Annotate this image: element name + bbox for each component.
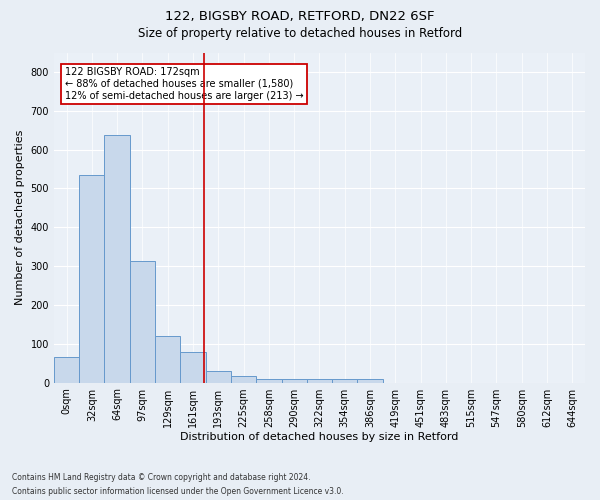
Bar [54,358,79,382]
Bar [231,376,256,382]
Bar [307,378,332,382]
Text: Contains HM Land Registry data © Crown copyright and database right 2024.: Contains HM Land Registry data © Crown c… [12,472,311,482]
Bar [206,371,231,382]
Text: 122 BIGSBY ROAD: 172sqm
← 88% of detached houses are smaller (1,580)
12% of semi: 122 BIGSBY ROAD: 172sqm ← 88% of detache… [65,68,303,100]
Bar [256,378,281,382]
Bar [155,336,181,382]
Bar [332,378,358,382]
Bar [281,378,307,382]
Bar [181,352,206,382]
Text: Contains public sector information licensed under the Open Government Licence v3: Contains public sector information licen… [12,488,344,496]
Bar [79,175,104,382]
Text: 122, BIGSBY ROAD, RETFORD, DN22 6SF: 122, BIGSBY ROAD, RETFORD, DN22 6SF [165,10,435,23]
Text: Size of property relative to detached houses in Retford: Size of property relative to detached ho… [138,28,462,40]
Bar [130,262,155,382]
Bar [104,135,130,382]
Y-axis label: Number of detached properties: Number of detached properties [15,130,25,305]
Bar [358,380,383,382]
X-axis label: Distribution of detached houses by size in Retford: Distribution of detached houses by size … [180,432,458,442]
